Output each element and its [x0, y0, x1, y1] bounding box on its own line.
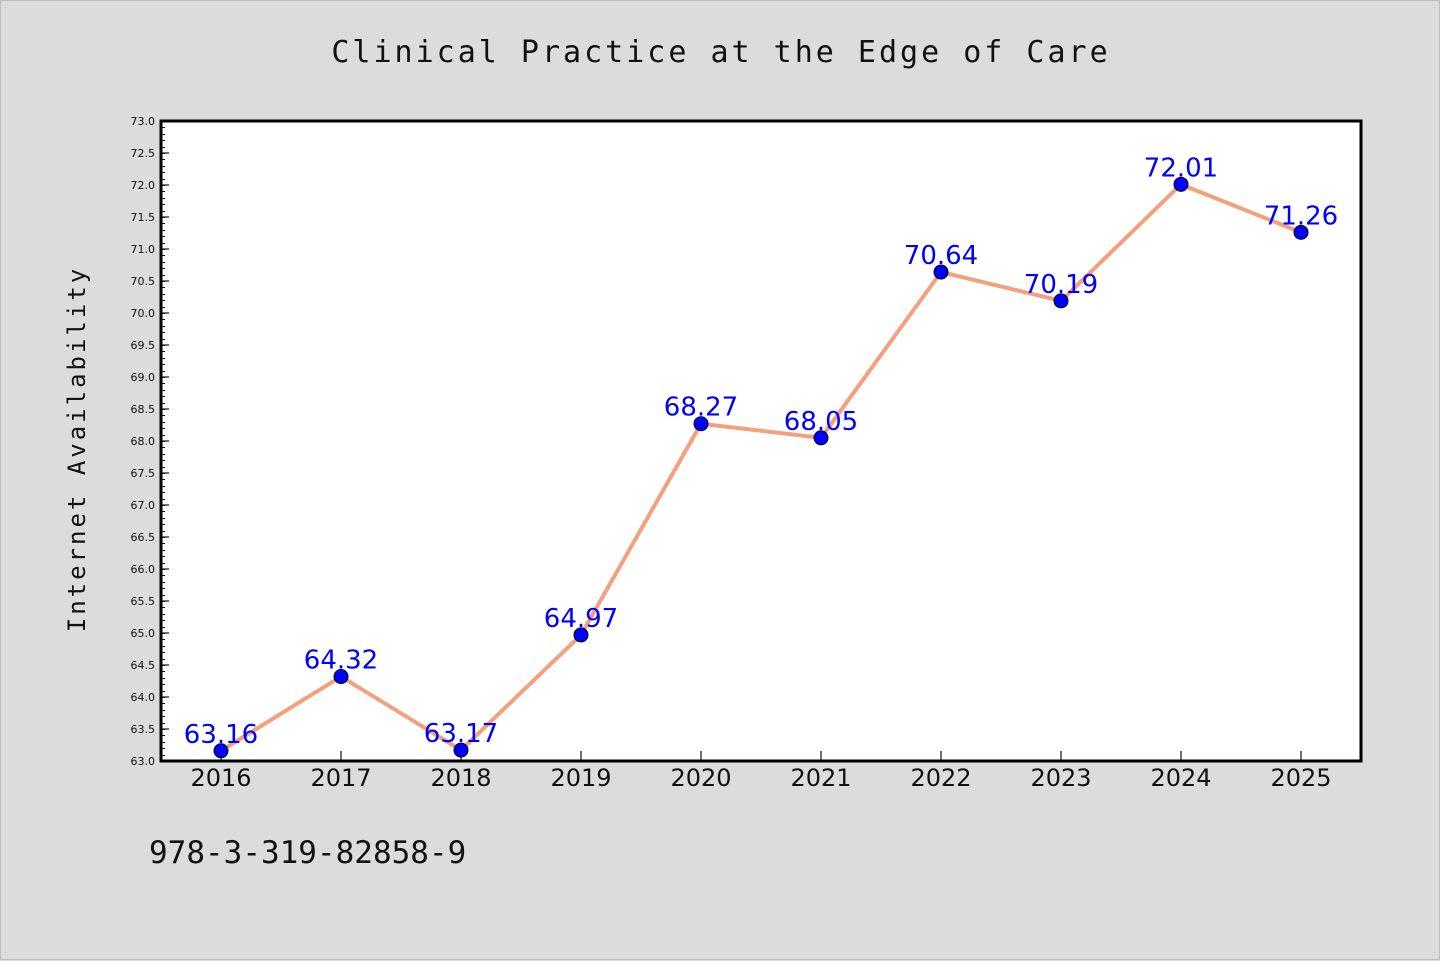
- x-tick-label: 2023: [1030, 764, 1091, 792]
- data-label: 70.64: [904, 241, 978, 271]
- x-tick-label: 2018: [430, 764, 491, 792]
- data-point: [1173, 176, 1189, 192]
- y-tick-label: 63.0: [131, 755, 156, 768]
- y-tick-label: 70.5: [131, 275, 156, 288]
- y-tick-label: 69.0: [131, 371, 156, 384]
- data-point: [693, 416, 709, 432]
- data-point: [1293, 224, 1309, 240]
- y-tick-label: 67.5: [131, 467, 156, 480]
- y-tick-label: 68.5: [131, 403, 156, 416]
- y-tick-label: 71.0: [131, 243, 156, 256]
- data-label: 68.05: [784, 407, 858, 437]
- y-tick-label: 72.5: [131, 147, 156, 160]
- data-label: 72.01: [1144, 153, 1218, 183]
- plot-background: [161, 121, 1361, 761]
- data-point: [333, 669, 349, 685]
- x-tick-label: 2022: [910, 764, 971, 792]
- data-point: [813, 430, 829, 446]
- x-tick-label: 2020: [670, 764, 731, 792]
- x-tick-label: 2016: [190, 764, 251, 792]
- y-tick-label: 66.5: [131, 531, 156, 544]
- data-label: 63.17: [424, 719, 498, 749]
- data-point: [573, 627, 589, 643]
- data-point: [213, 743, 229, 759]
- x-tick-label: 2024: [1150, 764, 1211, 792]
- y-tick-label: 70.0: [131, 307, 156, 320]
- x-tick-label: 2021: [790, 764, 851, 792]
- x-tick-label: 2025: [1270, 764, 1331, 792]
- y-tick-label: 65.5: [131, 595, 156, 608]
- y-tick-label: 64.0: [131, 691, 156, 704]
- data-label: 63.16: [184, 720, 258, 750]
- footer-code: 978-3-319-82858-9: [149, 835, 467, 871]
- y-tick-label: 71.5: [131, 211, 156, 224]
- y-tick-label: 73.0: [131, 115, 156, 128]
- series-line: [219, 182, 1302, 753]
- chart-title: Clinical Practice at the Edge of Care: [331, 35, 1111, 70]
- y-tick-label: 64.5: [131, 659, 156, 672]
- y-tick-label: 72.0: [131, 179, 156, 192]
- data-label: 64.97: [544, 604, 618, 634]
- x-tick-label: 2019: [550, 764, 611, 792]
- data-point: [453, 742, 469, 758]
- y-tick-label: 68.0: [131, 435, 156, 448]
- y-tick-label: 63.5: [131, 723, 156, 736]
- y-tick-label: 67.0: [131, 499, 156, 512]
- plot-frame: [159, 119, 1363, 763]
- data-label: 70.19: [1024, 270, 1098, 300]
- x-tick-label: 2017: [310, 764, 371, 792]
- y-tick-label: 66.0: [131, 563, 156, 576]
- y-tick-label: 65.0: [131, 627, 156, 640]
- data-label: 68.27: [664, 393, 738, 423]
- y-tick-label: 69.5: [131, 339, 156, 352]
- data-label: 71.26: [1264, 201, 1338, 231]
- data-label: 64.32: [304, 646, 378, 676]
- data-point: [1053, 293, 1069, 309]
- data-point: [933, 264, 949, 280]
